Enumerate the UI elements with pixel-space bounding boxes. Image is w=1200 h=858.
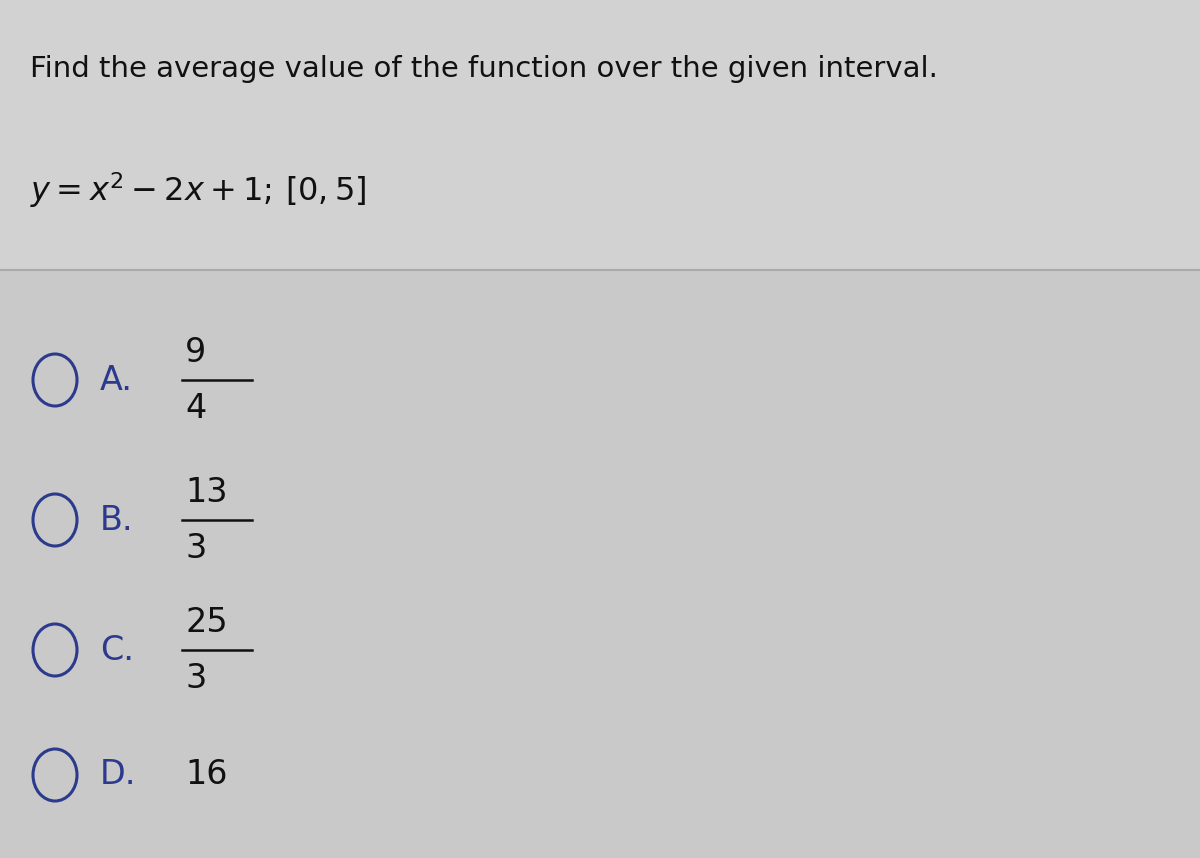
Text: $y = x^2 - 2x + 1;\, [0,5]$: $y = x^2 - 2x + 1;\, [0,5]$ (30, 170, 366, 209)
Text: 25: 25 (185, 606, 228, 638)
Text: B.: B. (100, 504, 133, 536)
Bar (0, 0, 1200, 270)
Text: 3: 3 (185, 531, 206, 565)
Text: Find the average value of the function over the given interval.: Find the average value of the function o… (30, 55, 938, 83)
Text: D.: D. (100, 758, 137, 791)
Text: 16: 16 (185, 758, 228, 791)
Text: C.: C. (100, 633, 134, 667)
Text: 9: 9 (185, 335, 206, 368)
Text: 4: 4 (185, 391, 206, 425)
Text: A.: A. (100, 364, 133, 396)
Text: 13: 13 (185, 475, 228, 509)
Text: 3: 3 (185, 662, 206, 694)
